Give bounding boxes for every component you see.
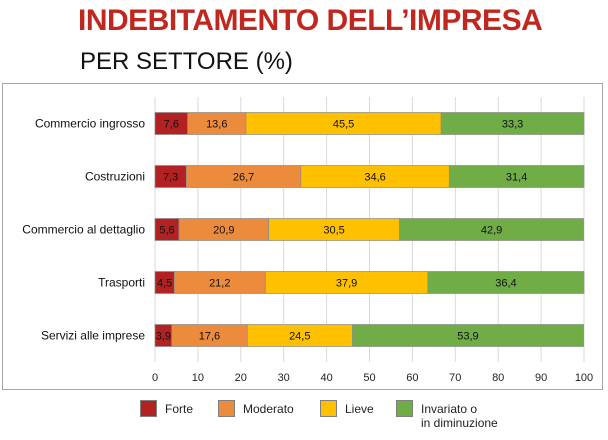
data-label: 30,5 [323,225,344,237]
data-label: 4,5 [157,278,172,290]
data-label: 34,6 [364,172,385,184]
page-subtitle: PER SETTORE (%) [80,48,293,75]
x-tick-label: 20 [235,372,247,384]
data-label: 20,9 [213,225,234,237]
data-label: 42,9 [481,225,502,237]
bar-segment [448,165,585,188]
x-tick-label: 60 [406,372,418,384]
legend-swatch [140,400,157,417]
x-tick-label: 70 [449,372,461,384]
legend-item: Moderato [218,400,294,417]
chart-legend: Forte Moderato Lieve Invariato o in diminuz… [0,396,608,436]
bar-segment [399,218,584,241]
legend-label: Forte [165,402,194,416]
legend-label: Lieve [345,402,374,416]
bar-segment [427,271,585,294]
x-tick-label: 80 [492,372,504,384]
bar-segment [440,112,585,135]
x-tick-label: 90 [535,372,547,384]
data-label: 31,4 [506,172,527,184]
category-label: Servizi alle imprese [41,329,145,343]
data-label: 7,6 [164,119,179,131]
data-label: 33,3 [502,119,523,131]
data-label: 3,9 [156,331,171,343]
data-label: 17,6 [199,331,220,343]
x-tick-label: 10 [192,372,204,384]
x-tick-label: 50 [363,372,375,384]
data-label: 36,4 [495,278,516,290]
page-title: INDEBITAMENTO DELL’IMPRESA [78,4,543,37]
legend-label: Moderato [243,402,294,416]
category-label: Costruzioni [85,170,145,184]
legend-swatch [218,400,235,417]
x-tick-label: 30 [278,372,290,384]
data-label: 26,7 [233,172,254,184]
legend-swatch [396,400,413,417]
legend-swatch [320,400,337,417]
data-label: 21,2 [209,278,230,290]
data-label: 13,6 [206,119,227,131]
stacked-bar-chart: 0 10 20 30 40 50 60 70 80 90 100 Commercio ingrosso… [22,97,593,384]
category-label: Commercio al dettaglio [22,223,145,237]
x-tick-label: 40 [320,372,332,384]
data-label: 53,9 [457,331,478,343]
chart-frame [2,83,603,390]
bar-segment [351,324,584,347]
data-label: 5,6 [159,225,174,237]
legend-item: Forte [140,400,193,417]
legend-item: Lieve [320,400,374,417]
category-label: Trasporti [98,276,145,290]
x-tick-label: 0 [152,372,158,384]
data-label: 24,5 [289,331,310,343]
data-label: 7,3 [163,172,178,184]
data-label: 45,5 [333,119,354,131]
legend-label: Invariato o in diminuzione [421,402,498,430]
category-label: Commercio ingrosso [35,117,145,131]
x-tick-label: 100 [575,372,593,384]
legend-item: Invariato o in diminuzione [396,400,498,430]
data-label: 37,9 [336,278,357,290]
